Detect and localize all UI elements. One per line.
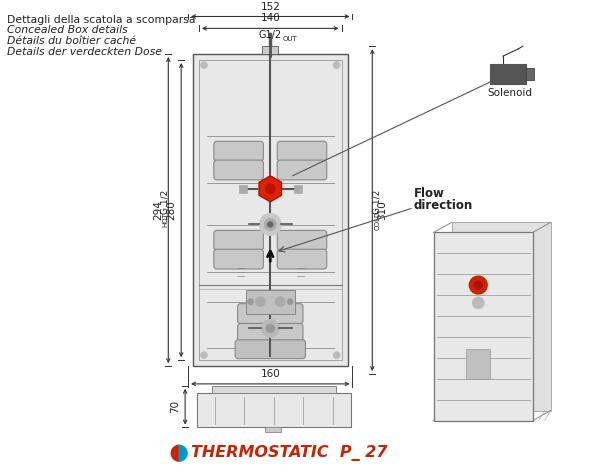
FancyBboxPatch shape [277,141,327,161]
Text: COLD: COLD [374,210,380,229]
Text: Details der verdeckten Dose: Details der verdeckten Dose [7,47,162,57]
Text: Concealed Box details: Concealed Box details [7,25,128,36]
Text: Dettagli della scatola a scomparsa: Dettagli della scatola a scomparsa [7,15,196,25]
FancyBboxPatch shape [235,340,305,359]
Text: HOT: HOT [163,212,169,228]
Circle shape [333,352,340,359]
Circle shape [472,297,484,309]
Text: G1/2: G1/2 [259,30,282,40]
Text: 280: 280 [166,200,176,220]
FancyBboxPatch shape [277,230,327,250]
Circle shape [469,276,487,294]
Bar [199,60,341,360]
Text: 160: 160 [260,369,280,379]
Circle shape [248,299,253,304]
FancyBboxPatch shape [277,160,327,180]
Wedge shape [171,445,179,461]
FancyBboxPatch shape [277,249,327,269]
Text: 310: 310 [377,200,387,220]
Text: Flow: Flow [414,187,445,200]
Polygon shape [259,176,281,202]
FancyBboxPatch shape [214,249,263,269]
Bar [265,428,281,432]
Circle shape [333,62,340,68]
Circle shape [287,299,293,304]
Bar [193,54,347,366]
Text: G 1/2: G 1/2 [161,190,170,214]
Circle shape [275,297,285,307]
Bar [452,222,551,410]
FancyBboxPatch shape [238,323,303,343]
Circle shape [259,214,281,235]
Bar [490,64,526,84]
Text: 294: 294 [154,200,163,220]
Text: 140: 140 [260,13,280,23]
Bar [262,46,278,54]
Circle shape [200,352,208,359]
Bar [239,185,247,193]
Circle shape [266,324,274,332]
Text: 70: 70 [170,400,180,413]
Text: direction: direction [414,199,473,211]
Bar [434,232,533,420]
Circle shape [200,62,208,68]
Wedge shape [179,445,187,461]
Circle shape [265,184,275,194]
Bar [294,185,302,193]
FancyBboxPatch shape [214,160,263,180]
FancyBboxPatch shape [214,230,263,250]
Bar [466,349,490,379]
FancyBboxPatch shape [238,304,303,323]
Text: 152: 152 [260,1,280,11]
Circle shape [256,297,265,307]
Text: G 1/2: G 1/2 [373,190,382,214]
Circle shape [268,222,273,227]
Text: Détails du boîtier caché: Détails du boîtier caché [7,36,136,46]
Text: THERMOSTATIC  P_ 27: THERMOSTATIC P_ 27 [191,445,388,461]
Circle shape [262,320,279,337]
Bar [526,68,534,80]
FancyBboxPatch shape [214,141,263,161]
Bar [197,393,350,428]
Circle shape [474,281,482,289]
Circle shape [265,218,276,230]
Bar [245,290,295,314]
Text: OUT: OUT [282,36,297,42]
Text: Solenoid: Solenoid [487,88,532,98]
Bar [212,386,335,393]
